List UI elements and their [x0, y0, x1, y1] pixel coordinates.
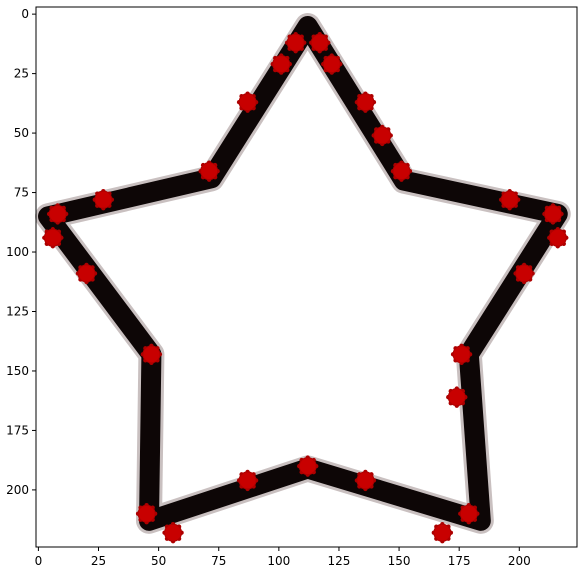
x-tick-label: 50 [151, 554, 166, 568]
data-point [270, 53, 292, 75]
data-point [135, 502, 158, 525]
y-tick-label: 150 [6, 364, 29, 378]
data-point [75, 262, 98, 285]
x-tick-label: 0 [35, 554, 43, 568]
data-point [42, 227, 64, 249]
point-markers [42, 31, 569, 544]
data-point [236, 469, 259, 492]
x-tick-label: 75 [211, 554, 226, 568]
data-point [92, 188, 115, 211]
plot-frame [35, 6, 578, 548]
data-point [498, 188, 521, 211]
data-point [198, 160, 220, 182]
x-tick-label: 25 [91, 554, 106, 568]
data-point [547, 227, 569, 249]
data-point [513, 262, 535, 285]
data-point [450, 343, 473, 366]
x-tick-label: 125 [328, 554, 351, 568]
data-point [354, 469, 377, 492]
x-tick-label: 100 [267, 554, 290, 568]
data-point [297, 455, 319, 477]
y-tick-label: 175 [6, 423, 29, 437]
data-point [309, 31, 331, 54]
data-point [162, 522, 184, 544]
data-point [390, 160, 413, 182]
data-point [140, 343, 163, 366]
y-tick-label: 25 [14, 67, 29, 81]
y-tick-label: 200 [6, 483, 29, 497]
data-point [321, 53, 343, 75]
data-point [371, 124, 393, 147]
y-tick-label: 0 [21, 7, 29, 21]
data-point [458, 502, 480, 525]
x-tick-label: 175 [448, 554, 471, 568]
data-point [446, 386, 468, 408]
data-point [542, 203, 564, 225]
x-axis: 0 25 50 75 100 125 150 175 200 [35, 547, 531, 568]
y-tick-label: 100 [6, 245, 29, 259]
y-tick-label: 125 [6, 304, 29, 318]
data-point [354, 91, 377, 113]
y-tick-label: 50 [14, 126, 29, 140]
y-tick-label: 75 [14, 186, 29, 200]
data-point [236, 91, 259, 113]
x-tick-label: 150 [388, 554, 411, 568]
data-point [46, 203, 69, 225]
y-axis: 0 25 50 75 100 125 150 175 200 [6, 7, 36, 497]
x-tick-label: 200 [508, 554, 531, 568]
data-point [284, 31, 307, 54]
data-point [431, 522, 454, 544]
